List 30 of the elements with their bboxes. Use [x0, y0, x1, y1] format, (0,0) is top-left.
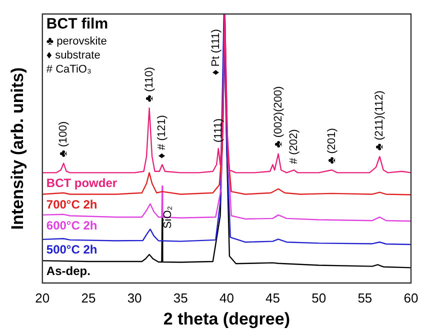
annotation: ♣ perovskite: [46, 36, 107, 48]
annotation: # (202): [288, 129, 300, 164]
x-tick-label: 50: [312, 290, 326, 306]
annotation: ♣ (211)(112): [374, 90, 386, 151]
x-tick-label: 20: [35, 290, 50, 306]
x-axis-title: 2 theta (degree): [163, 309, 290, 328]
series-label: 700°C 2h: [46, 198, 98, 212]
annotation: ♦ substrate: [46, 50, 100, 62]
annotation: ♦ Pt (111): [210, 29, 222, 76]
x-tick-label: 25: [81, 290, 96, 306]
annotation: BCT film: [46, 16, 108, 33]
annotation: (111): [212, 118, 224, 142]
x-tick-label: 60: [404, 290, 418, 306]
annotation: ♦ # (121): [156, 115, 168, 159]
annotation: SiO₂: [162, 206, 174, 229]
annotation: ♣ (201): [326, 128, 338, 164]
x-tick-label: 55: [358, 290, 372, 306]
series-label: 600°C 2h: [46, 218, 98, 232]
y-axis-title: Intensity (arb. units): [8, 67, 27, 230]
annotation: ♣ (002)(200): [272, 86, 284, 148]
annotation: # CaTiO₃: [46, 64, 92, 76]
x-tick-label: 35: [173, 290, 188, 306]
x-tick-label: 30: [127, 290, 142, 306]
series-label: As-dep.: [46, 264, 90, 278]
annotation: ♣ (110): [143, 67, 156, 102]
series-label: BCT powder: [46, 176, 118, 190]
x-tick-label: 45: [266, 290, 280, 306]
annotation: ♣ (100): [58, 121, 70, 158]
x-tick-label: 40: [219, 290, 234, 306]
series-label: 500°C 2h: [46, 242, 98, 257]
